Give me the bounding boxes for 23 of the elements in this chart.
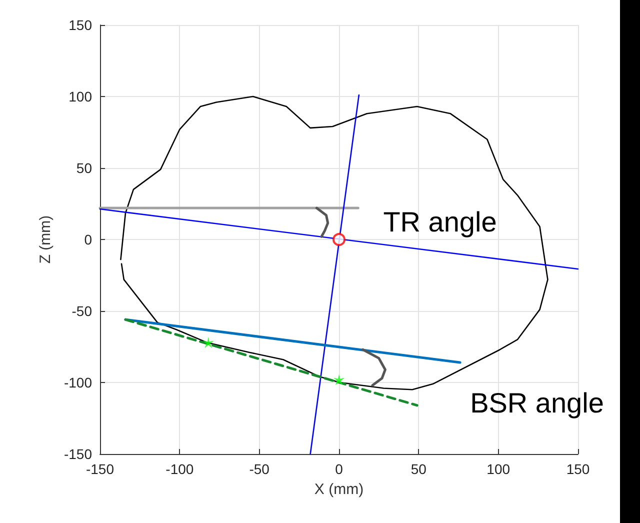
line-series [315,206,330,238]
x-tick-label: 50 [410,461,427,477]
annotation: TR angle [383,206,497,238]
annotation: BSR angle [470,388,604,418]
y-tick-label: -50 [72,303,92,319]
point [332,233,346,246]
x-tick-label: 100 [486,461,510,477]
point [202,336,214,348]
y-tick-label: 100 [68,88,92,104]
y-tick-label: 50 [76,160,92,176]
x-axis-title: X (mm) [314,481,364,498]
y-tick-label: 150 [68,17,92,33]
line-series [362,348,386,387]
y-axis-title: Z (mm) [37,215,54,264]
y-tick-label: -150 [64,446,92,462]
x-tick-label: 150 [566,461,590,477]
y-tick-label: 0 [84,232,92,248]
x-tick-label: -50 [249,461,270,477]
x-tick-label: -100 [166,461,194,477]
point [334,374,344,386]
line-series [120,96,548,390]
y-tick-label: -100 [64,374,92,390]
x-tick-label: 0 [335,461,344,477]
